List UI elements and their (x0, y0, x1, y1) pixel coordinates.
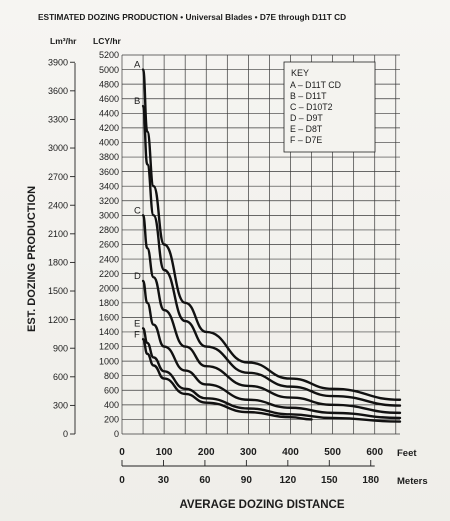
y-tick-label-m3: 3000 (48, 143, 68, 153)
y-tick-label-lcy: 1000 (99, 356, 119, 366)
y-tick-label-lcy: 5000 (99, 65, 119, 75)
y-unit-left: Lm³/hr (50, 36, 77, 46)
x-tick-label-meters: 90 (241, 475, 253, 486)
y-tick-label-lcy: 5200 (99, 50, 119, 60)
series-line-f (141, 338, 313, 421)
y-tick-label-lcy: 1800 (99, 298, 119, 308)
y-tick-label-lcy: 2400 (99, 254, 119, 264)
y-tick-label-m3: 3900 (48, 57, 68, 67)
y-tick-label-lcy: 3200 (99, 196, 119, 206)
x-tick-label-meters: 150 (321, 475, 338, 486)
legend-entry-b: B – D11T (290, 91, 327, 101)
series-line-b (141, 104, 402, 407)
y-tick-label-lcy: 2800 (99, 225, 119, 235)
series-tag-c: C (134, 205, 141, 216)
y-tick-label-m3: 3600 (48, 86, 68, 96)
series-tag-e: E (134, 318, 140, 329)
legend-title: KEY (291, 68, 309, 78)
axes (70, 61, 375, 467)
y-tick-label-m3: 1800 (48, 258, 68, 268)
legend-entry-e: E – D8T (290, 124, 323, 134)
legend-entry-d: D – D9T (290, 113, 323, 123)
legend-entry-a: A – D11T CD (290, 80, 341, 90)
legend-box (283, 61, 376, 153)
series-tag-f: F (134, 329, 140, 340)
y-tick-label-lcy: 3400 (99, 181, 119, 191)
x-axis-label: AVERAGE DOZING DISTANCE (179, 499, 344, 511)
tick-labels: 0200400600800100012001400160018002000220… (48, 50, 384, 486)
x-tick-label-feet: 200 (198, 447, 215, 458)
y-axis-label: EST. DOZING PRODUCTION (26, 186, 38, 332)
y-tick-label-lcy: 3800 (99, 152, 119, 162)
legend-entry-c: C – D10T2 (290, 102, 333, 112)
y-tick-label-m3: 300 (53, 401, 68, 411)
y-tick-label-lcy: 2000 (99, 283, 119, 293)
y-tick-label-m3: 3300 (48, 115, 68, 125)
y-tick-label-lcy: 4000 (99, 138, 119, 148)
y-tick-label-lcy: 3000 (99, 211, 119, 221)
y-tick-label-lcy: 0 (114, 429, 119, 439)
y-unit-right: LCY/hr (93, 36, 122, 46)
y-tick-label-lcy: 1600 (99, 313, 119, 323)
y-tick-label-lcy: 3600 (99, 167, 119, 177)
y-tick-label-lcy: 600 (104, 385, 119, 395)
y-tick-label-lcy: 800 (104, 371, 119, 381)
series-line-a (141, 68, 402, 401)
y-tick-label-m3: 2100 (48, 229, 68, 239)
x-tick-label-feet: 100 (156, 447, 173, 458)
x-unit-meters: Meters (397, 476, 428, 487)
y-tick-label-m3: 900 (53, 343, 68, 353)
x-tick-label-meters: 30 (158, 475, 170, 486)
x-tick-label-feet: 0 (119, 447, 125, 458)
x-tick-label-feet: 400 (282, 447, 299, 458)
series-line-d (141, 279, 402, 420)
y-tick-label-m3: 600 (53, 372, 68, 382)
series-tag-b: B (134, 96, 140, 107)
y-tick-label-m3: 2400 (48, 200, 68, 210)
x-tick-label-feet: 600 (366, 447, 383, 458)
y-tick-label-lcy: 200 (104, 415, 119, 425)
series-line-e (141, 327, 402, 423)
y-tick-label-lcy: 400 (104, 400, 119, 410)
series-line-c (141, 214, 402, 415)
x-tick-label-meters: 60 (199, 475, 211, 486)
x-unit-feet: Feet (397, 448, 417, 459)
x-tick-label-feet: 500 (324, 447, 341, 458)
y-tick-label-m3: 0 (63, 429, 68, 439)
y-tick-label-lcy: 1200 (99, 342, 119, 352)
y-tick-label-lcy: 4400 (99, 109, 119, 119)
x-tick-label-meters: 0 (119, 475, 125, 486)
x-tick-label-meters: 120 (279, 475, 296, 486)
y-tick-label-m3: 1200 (48, 315, 68, 325)
legend-entry-f: F – D7E (290, 135, 322, 145)
y-tick-label-lcy: 2600 (99, 240, 119, 250)
series-lines: A B C D EF (134, 60, 402, 423)
y-tick-label-lcy: 4800 (99, 79, 119, 89)
y-tick-label-lcy: 4200 (99, 123, 119, 133)
y-tick-label-m3: 1500 (48, 286, 68, 296)
y-tick-label-lcy: 1400 (99, 327, 119, 337)
series-tag-d: D (134, 271, 141, 282)
y-tick-label-lcy: 2200 (99, 269, 119, 279)
y-tick-label-lcy: 4600 (99, 94, 119, 104)
chart-title: ESTIMATED DOZING PRODUCTION • Universal … (38, 12, 346, 22)
legend: KEY A – D11T CD B – D11T C – D10T2 D – D… (283, 61, 376, 153)
x-tick-label-feet: 300 (240, 447, 257, 458)
series-tag-a: A (134, 60, 141, 71)
x-tick-label-meters: 180 (362, 475, 379, 486)
y-tick-label-m3: 2700 (48, 172, 68, 182)
